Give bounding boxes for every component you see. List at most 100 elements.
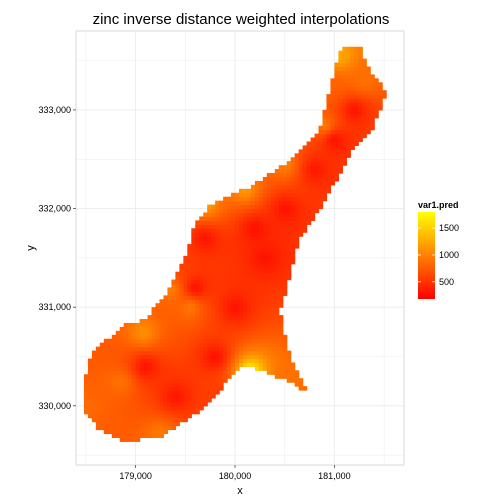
- raster-cell: [322, 161, 328, 166]
- raster-cell: [123, 358, 129, 364]
- raster-cell: [207, 279, 212, 285]
- raster-cell: [203, 362, 208, 367]
- raster-cell: [382, 90, 387, 95]
- raster-cell: [167, 287, 173, 292]
- raster-cell: [354, 125, 359, 131]
- raster-cell: [223, 259, 228, 265]
- raster-cell: [254, 311, 260, 316]
- raster-cell: [274, 334, 280, 340]
- raster-cell: [99, 354, 105, 360]
- raster-cell: [223, 251, 228, 257]
- raster-cell: [199, 267, 204, 273]
- raster-cell: [191, 346, 196, 352]
- raster-cell: [215, 299, 220, 304]
- raster-cell: [163, 315, 169, 320]
- raster-cell: [227, 334, 232, 340]
- raster-cell: [290, 173, 296, 178]
- raster-cell: [227, 362, 232, 367]
- raster-cell: [139, 393, 145, 399]
- raster-cell: [250, 228, 256, 233]
- raster-cell: [334, 145, 339, 150]
- raster-cell: [187, 279, 192, 285]
- raster-cell: [290, 200, 296, 206]
- raster-cell: [227, 303, 232, 308]
- raster-cell: [334, 137, 339, 143]
- raster-cell: [195, 244, 200, 249]
- raster-cell: [310, 196, 316, 202]
- raster-cell: [258, 311, 264, 316]
- raster-cell: [294, 176, 300, 182]
- raster-cell: [282, 342, 288, 348]
- raster-cell: [215, 326, 220, 332]
- raster-cell: [199, 259, 204, 265]
- raster-cell: [262, 342, 268, 348]
- raster-cell: [286, 196, 292, 202]
- raster-cell: [354, 94, 359, 99]
- raster-cell: [199, 401, 204, 407]
- raster-cell: [338, 137, 343, 143]
- raster-cell: [219, 255, 224, 261]
- raster-cell: [278, 291, 284, 296]
- y-tick-label: 331,000: [38, 302, 71, 312]
- raster-cell: [314, 204, 320, 210]
- raster-cell: [151, 405, 157, 411]
- raster-cell: [199, 393, 204, 399]
- raster-cell: [235, 307, 240, 312]
- raster-cell: [278, 248, 284, 253]
- raster-cell: [171, 409, 176, 415]
- raster-cell: [207, 366, 212, 371]
- raster-cell: [155, 382, 161, 387]
- raster-cell: [254, 315, 260, 320]
- raster-cell: [342, 145, 347, 150]
- raster-cell: [223, 244, 228, 249]
- raster-cell: [195, 342, 200, 348]
- raster-cell: [159, 409, 165, 415]
- raster-cell: [298, 149, 304, 154]
- raster-cell: [199, 236, 204, 241]
- raster-cell: [107, 429, 113, 435]
- raster-cell: [163, 346, 169, 352]
- raster-cell: [219, 279, 224, 285]
- raster-cell: [254, 244, 260, 249]
- raster-cell: [187, 409, 192, 415]
- raster-cell: [278, 354, 284, 360]
- raster-cell: [159, 393, 165, 399]
- raster-cell: [207, 350, 212, 356]
- raster-cell: [227, 275, 232, 281]
- raster-cell: [179, 315, 184, 320]
- raster-cell: [99, 362, 105, 367]
- raster-cell: [219, 315, 224, 320]
- raster-cell: [322, 180, 328, 186]
- raster-cell: [278, 295, 284, 300]
- raster-cell: [242, 311, 248, 316]
- raster-cell: [211, 251, 216, 257]
- raster-cell: [115, 386, 121, 391]
- raster-cell: [258, 342, 264, 348]
- raster-cell: [286, 255, 292, 261]
- raster-cell: [242, 259, 248, 265]
- raster-cell: [346, 98, 351, 103]
- raster-cell: [358, 58, 363, 64]
- raster-cell: [95, 421, 101, 427]
- raster-cell: [354, 54, 359, 60]
- raster-cell: [250, 338, 256, 344]
- raster-cell: [199, 311, 204, 316]
- raster-cell: [115, 338, 121, 344]
- raster-cell: [167, 303, 173, 308]
- raster-cell: [338, 129, 343, 135]
- raster-cell: [330, 117, 336, 123]
- raster-cell: [179, 319, 184, 324]
- raster-cell: [274, 228, 280, 233]
- raster-cell: [111, 421, 117, 427]
- raster-cell: [175, 315, 180, 320]
- raster-cell: [175, 401, 180, 407]
- raster-cell: [278, 303, 284, 308]
- raster-cell: [246, 220, 252, 225]
- raster-cell: [163, 378, 169, 383]
- raster-cell: [254, 267, 260, 273]
- raster-cell: [262, 212, 268, 218]
- raster-cell: [143, 401, 149, 407]
- raster-cell: [274, 176, 280, 182]
- raster-cell: [95, 370, 101, 375]
- raster-cell: [151, 397, 157, 403]
